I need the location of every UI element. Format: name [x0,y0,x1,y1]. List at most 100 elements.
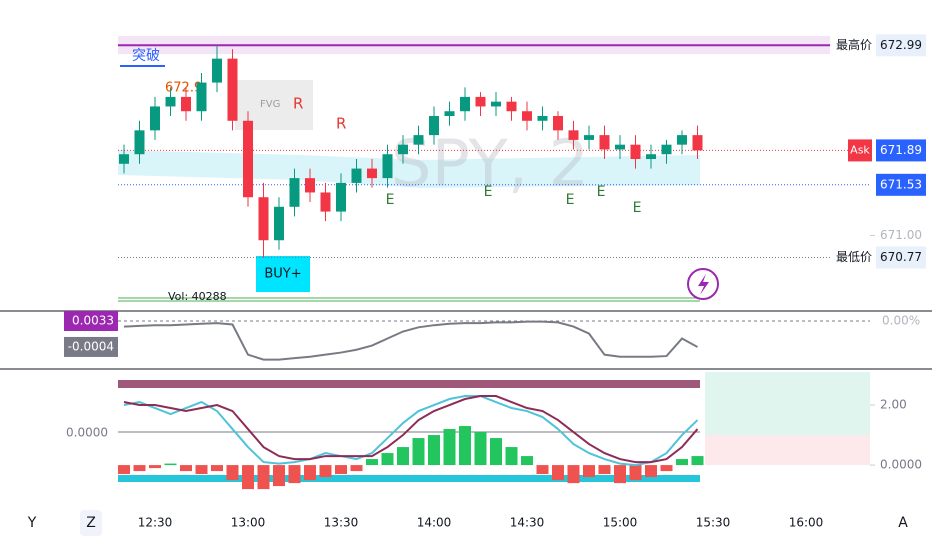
y-tick-label: 0.0000 [880,458,922,472]
toolbar-button[interactable]: Y [27,515,37,531]
badge-label: 最高价 [836,37,872,52]
signal-label: E [484,184,493,200]
value-badge [64,310,118,331]
badge-label-bg [832,246,876,269]
zone [705,372,870,435]
candle-body [134,130,145,155]
candle-body [429,116,439,136]
badge-value-bg [876,139,926,162]
y-tick-label: 0.00% [882,313,920,327]
watermark: SPY, 2 [391,128,589,202]
badge-value: 672.99 [880,38,922,52]
signal-label: E [566,192,575,208]
x-tick-label: 13:00 [231,516,266,530]
candle-body [165,96,176,107]
histogram-bar [319,465,332,478]
candle-body [646,154,656,160]
candle-body [460,96,470,112]
candle-body [584,135,594,140]
candle-body [320,192,331,212]
x-tick-label: 15:00 [603,516,638,530]
oscillator-line [123,395,699,467]
candle-body [506,101,517,112]
candle-body [692,135,703,151]
histogram-bar [490,438,502,466]
candle-body [630,144,641,160]
histogram-bar [567,465,580,484]
buy-label: BUY+ [264,267,301,282]
candle-body [367,168,377,179]
candle-body [677,135,687,145]
candle-body [305,178,315,193]
histogram-bar [536,465,549,475]
histogram-bar [118,465,130,475]
x-tick-label: 13:30 [324,516,359,530]
histogram-bar [629,465,642,481]
candle-body [615,144,625,150]
histogram-bar [691,456,704,466]
histogram-bar [552,465,564,481]
badge-value-bg [876,246,926,269]
histogram-bar [676,459,688,466]
candle-body [522,111,532,121]
alert-icon-bolt [698,274,709,295]
histogram-bar [598,465,611,475]
histogram-bar [133,465,146,472]
alert-icon[interactable] [687,268,719,300]
candle-body [258,197,269,241]
oscillator-line [123,395,699,464]
candle-body [382,154,393,179]
left-label: 0.0000 [66,426,108,440]
candle-body [398,144,408,155]
histogram-bar [149,465,161,469]
candle-body [274,206,284,241]
histogram-bar [614,465,626,484]
fvg-label: FVG [260,99,280,110]
histogram-bar [180,465,192,472]
candle-body [212,58,222,83]
badge-label: 最低价 [836,250,872,264]
toolbar-bg [80,510,102,536]
histogram-bar [350,465,363,472]
histogram-bar [474,432,487,466]
volume-label: Vol: 40288 [168,290,227,303]
zone [705,435,870,465]
candle-body [568,130,579,140]
histogram-bar [226,465,239,481]
y-tick-label: 2.00 [880,398,907,412]
candle-body [553,116,563,131]
ask-label: Ask [850,143,870,156]
histogram-bar [304,465,316,481]
ask-bg [848,139,872,162]
histogram-bar [335,465,347,475]
value-badge-text: -0.0004 [68,339,114,353]
candle-body [243,120,253,198]
candle-body [150,106,160,131]
bottom-band [118,475,700,482]
candle-body [119,154,129,164]
toolbar-button[interactable]: A [898,515,908,531]
x-tick-label: 15:30 [696,516,731,530]
histogram-bar [257,465,270,490]
candle-body [491,101,501,107]
histogram-bar [583,465,595,478]
badge-label-bg [832,34,876,57]
toolbar-button[interactable]: Z [86,515,96,531]
histogram-bar [381,453,394,466]
x-tick-label: 14:30 [510,516,545,530]
histogram-bar [412,438,425,466]
histogram-bar [443,429,456,466]
candle-body [336,182,346,212]
value-badge [64,336,118,357]
candle-body [475,96,486,107]
candle-body [661,144,672,155]
candle-body [227,58,238,121]
histogram-bar [164,463,177,466]
histogram-bar [521,456,533,466]
x-tick-label: 14:00 [417,516,452,530]
r-label: R [293,95,303,113]
histogram-bar [397,447,409,466]
x-tick-label: 16:00 [789,516,824,530]
badge-value: 671.53 [880,177,922,191]
